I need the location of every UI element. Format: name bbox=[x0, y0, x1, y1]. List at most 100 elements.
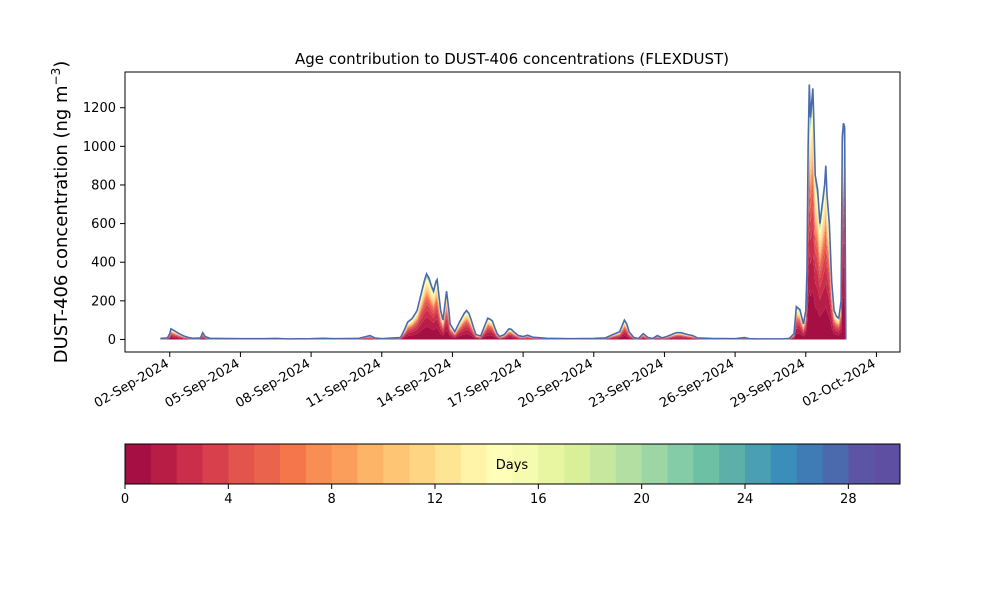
colorbar-swatch bbox=[176, 444, 203, 484]
y-axis-label-close: ) bbox=[51, 61, 72, 68]
colorbar-swatch bbox=[357, 444, 384, 484]
x-tick-label: 11-Sep-2024 bbox=[304, 356, 384, 411]
colorbar-swatch bbox=[693, 444, 720, 484]
y-axis-ticks: 0 200 400 600 800 1000 1200 bbox=[83, 101, 125, 348]
x-tick-label: 14-Sep-2024 bbox=[375, 356, 455, 411]
x-tick-label: 17-Sep-2024 bbox=[445, 356, 525, 411]
colorbar-tick-label: 16 bbox=[530, 492, 547, 507]
colorbar-swatch bbox=[822, 444, 849, 484]
colorbar-swatch bbox=[590, 444, 617, 484]
age-band-area bbox=[160, 252, 846, 340]
colorbar-swatch bbox=[874, 444, 901, 484]
colorbar-swatch bbox=[538, 444, 565, 484]
colorbar-swatch bbox=[409, 444, 436, 484]
y-tick-label: 600 bbox=[91, 217, 116, 232]
y-axis-label-superscript: −3 bbox=[49, 68, 63, 86]
colorbar-swatch bbox=[202, 444, 229, 484]
colorbar-swatch bbox=[770, 444, 798, 484]
age-band-area bbox=[160, 177, 846, 340]
x-tick-label: 08-Sep-2024 bbox=[233, 356, 313, 411]
colorbar-swatch bbox=[848, 444, 875, 484]
x-tick-label: 05-Sep-2024 bbox=[163, 356, 243, 411]
colorbar-swatch bbox=[383, 444, 410, 484]
colorbar-swatch bbox=[150, 444, 178, 484]
colorbar-ticks: 0 4 8 12 16 20 24 28 bbox=[121, 484, 857, 507]
age-band-area bbox=[160, 189, 846, 340]
age-band-area bbox=[160, 104, 846, 340]
plot-frame bbox=[124, 71, 901, 353]
colorbar-swatches bbox=[125, 444, 901, 484]
colorbar-swatch bbox=[435, 444, 462, 484]
age-band-area bbox=[160, 114, 846, 340]
age-band-area bbox=[160, 99, 846, 340]
age-band-area bbox=[160, 134, 846, 340]
stacked-areas bbox=[160, 84, 847, 340]
plot-area: 0 200 400 600 800 1000 1200 02-Sep-202405-Sep-… bbox=[83, 71, 901, 411]
x-tick-label: 20-Sep-2024 bbox=[516, 356, 596, 411]
age-band-area bbox=[160, 162, 846, 340]
total-outline bbox=[160, 84, 847, 340]
colorbar-tick-label: 28 bbox=[840, 492, 857, 507]
age-band-area bbox=[160, 84, 846, 340]
colorbar-swatch bbox=[796, 444, 823, 484]
colorbar-tick-label: 20 bbox=[633, 492, 650, 507]
x-axis-ticks: 02-Sep-202405-Sep-202408-Sep-202411-Sep-… bbox=[92, 352, 878, 411]
colorbar-swatch bbox=[125, 444, 152, 484]
colorbar-frame bbox=[124, 443, 901, 485]
colorbar-swatch bbox=[745, 444, 772, 484]
colorbar: 0 4 8 12 16 20 24 28 Days bbox=[121, 443, 901, 507]
colorbar-tick-label: 8 bbox=[328, 492, 336, 507]
y-tick-label: 0 bbox=[108, 333, 116, 348]
age-band-area bbox=[160, 156, 846, 340]
age-band-area bbox=[160, 97, 846, 340]
colorbar-swatch bbox=[254, 444, 281, 484]
age-band-area bbox=[160, 151, 846, 340]
y-tick-label: 1000 bbox=[83, 140, 116, 155]
y-tick-label: 800 bbox=[91, 178, 116, 193]
colorbar-swatch bbox=[228, 444, 255, 484]
colorbar-swatch bbox=[305, 444, 333, 484]
colorbar-swatch bbox=[641, 444, 668, 484]
age-band-area bbox=[160, 109, 846, 340]
colorbar-swatch bbox=[564, 444, 591, 484]
age-band-area bbox=[160, 87, 846, 340]
colorbar-swatch bbox=[280, 444, 307, 484]
y-tick-label: 200 bbox=[91, 294, 116, 309]
colorbar-swatch bbox=[331, 444, 358, 484]
chart-title: Age contribution to DUST-406 concentrati… bbox=[295, 50, 729, 68]
colorbar-swatch bbox=[512, 444, 539, 484]
age-band-area bbox=[160, 86, 846, 340]
age-band-area bbox=[160, 91, 846, 340]
colorbar-tick-label: 12 bbox=[427, 492, 444, 507]
y-axis-label-main: DUST-406 concentration (ng m bbox=[51, 85, 72, 363]
age-band-area bbox=[160, 94, 846, 340]
x-tick-label: 29-Sep-2024 bbox=[728, 356, 808, 411]
age-band-area bbox=[160, 96, 846, 340]
age-band-area bbox=[160, 90, 846, 340]
colorbar-swatch bbox=[719, 444, 746, 484]
colorbar-swatch bbox=[667, 444, 694, 484]
age-band-area bbox=[160, 289, 846, 340]
age-band-area bbox=[160, 100, 846, 340]
colorbar-swatch bbox=[615, 444, 643, 484]
y-tick-label: 1200 bbox=[83, 101, 116, 116]
x-tick-label: 02-Sep-2024 bbox=[92, 356, 172, 411]
age-band-area bbox=[160, 169, 846, 340]
x-tick-label: 23-Sep-2024 bbox=[587, 356, 667, 411]
age-band-area bbox=[160, 204, 846, 340]
y-tick-label: 400 bbox=[91, 256, 116, 271]
colorbar-tick-label: 4 bbox=[224, 492, 232, 507]
age-band-area bbox=[160, 102, 846, 340]
colorbar-swatch bbox=[460, 444, 488, 484]
age-band-area bbox=[160, 144, 846, 340]
x-tick-label: 02-Oct-2024 bbox=[800, 356, 878, 410]
colorbar-swatch bbox=[486, 444, 513, 484]
age-band-area bbox=[160, 225, 846, 340]
colorbar-label: Days bbox=[496, 458, 529, 473]
age-band-area bbox=[160, 106, 846, 340]
x-tick-label: 26-Sep-2024 bbox=[657, 356, 737, 411]
age-band-area bbox=[160, 123, 846, 340]
colorbar-tick-label: 0 bbox=[121, 492, 129, 507]
colorbar-tick-label: 24 bbox=[737, 492, 754, 507]
